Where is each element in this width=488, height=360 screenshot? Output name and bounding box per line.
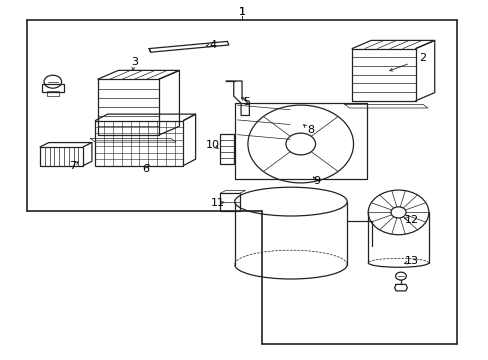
Bar (40, 147, 83, 166)
Text: 11: 11 (210, 198, 224, 208)
Bar (42, 84, 63, 92)
Text: 12: 12 (405, 215, 418, 225)
Text: 4: 4 (209, 40, 216, 50)
Text: 13: 13 (405, 256, 418, 266)
Bar (220, 134, 233, 164)
Text: 10: 10 (205, 140, 219, 150)
Bar (95, 121, 183, 166)
Text: 8: 8 (306, 125, 313, 135)
Text: 3: 3 (131, 57, 138, 67)
Text: 7: 7 (69, 161, 76, 171)
Bar (47, 91, 59, 96)
Text: 9: 9 (313, 176, 320, 186)
Text: 5: 5 (243, 96, 250, 107)
Bar (234, 103, 366, 179)
Bar (220, 193, 239, 211)
Text: 1: 1 (238, 7, 245, 17)
Text: 6: 6 (142, 164, 149, 174)
Text: 2: 2 (419, 53, 426, 63)
Text: 1: 1 (238, 7, 245, 17)
